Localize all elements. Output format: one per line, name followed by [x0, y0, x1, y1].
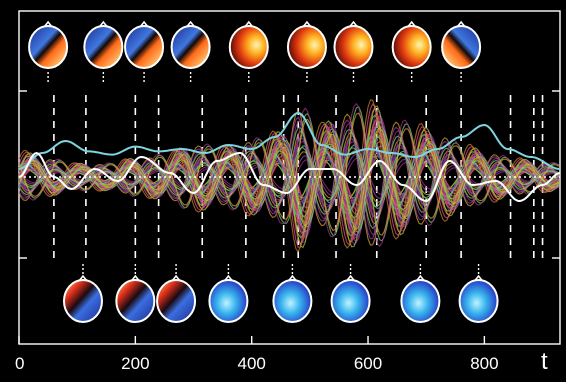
nose-mark: [348, 20, 359, 28]
topomap-bottom: [208, 274, 249, 323]
topomap-bottom: [272, 274, 313, 323]
channel-trace: [18, 112, 560, 236]
scalp-map: [333, 25, 374, 69]
scalp-map: [330, 279, 371, 323]
nose-mark: [345, 274, 356, 282]
scalp-map: [115, 279, 156, 323]
nose-mark: [287, 274, 298, 282]
topomap-top: [286, 20, 327, 69]
topomap-top: [83, 20, 124, 69]
nose-mark: [98, 20, 108, 28]
nose-mark: [244, 20, 254, 28]
topomap-bottom: [156, 274, 197, 323]
nose-mark: [43, 20, 53, 28]
topomap-bottom: [62, 274, 103, 323]
nose-mark: [185, 20, 196, 28]
x-tick-label: 400: [238, 354, 266, 373]
scalp-map: [28, 25, 69, 69]
scalp-map: [208, 279, 249, 323]
channel-trace: [18, 99, 560, 253]
scalp-map: [83, 25, 124, 69]
x-tick-label: 200: [121, 354, 149, 373]
scalp-map: [228, 25, 269, 69]
nose-mark: [415, 274, 426, 282]
topomap-bottom: [458, 274, 499, 323]
x-tick-label: 600: [354, 354, 382, 373]
channel-trace: [18, 136, 560, 219]
scalp-map: [286, 25, 327, 69]
topomap-bottom: [115, 274, 156, 323]
channel-trace: [18, 136, 560, 219]
nose-mark: [130, 274, 140, 282]
topomap-top: [124, 20, 165, 69]
series-line: [18, 111, 561, 170]
x-tick-label: 0: [15, 354, 24, 373]
scalp-map: [391, 25, 432, 69]
topomap-top: [391, 20, 432, 69]
nose-mark: [473, 274, 484, 282]
channel-trace: [18, 126, 560, 228]
scalp-map: [400, 279, 441, 323]
nose-mark: [302, 20, 312, 28]
topomap-bottom: [330, 274, 371, 323]
x-axis-ticks: 0 200 400 600 800: [15, 336, 499, 373]
channel-trace: [18, 116, 560, 240]
x-tick-label: 800: [470, 354, 498, 373]
scalp-map: [272, 279, 313, 323]
channel-trace: [18, 146, 560, 208]
topographic-maps: [28, 20, 499, 323]
channel-trace: [18, 126, 560, 231]
scalp-map: [156, 279, 197, 323]
topomap-top: [170, 20, 211, 69]
nose-mark: [223, 274, 234, 282]
topomap-top: [333, 20, 374, 69]
nose-mark: [78, 274, 88, 282]
nose-mark: [171, 274, 181, 282]
topomap-top: [441, 20, 482, 69]
topomap-top: [228, 20, 269, 69]
topomap-top: [28, 20, 69, 69]
x-axis-label: t: [541, 348, 548, 375]
nose-mark: [407, 20, 417, 28]
scalp-map: [441, 25, 482, 69]
scalp-map: [458, 279, 499, 323]
nose-mark: [456, 20, 466, 28]
scalp-map: [170, 25, 211, 69]
topomap-bottom: [400, 274, 441, 323]
scalp-map: [62, 279, 103, 323]
channel-traces: [18, 99, 560, 253]
nose-mark: [139, 20, 149, 28]
scalp-map: [124, 25, 165, 69]
